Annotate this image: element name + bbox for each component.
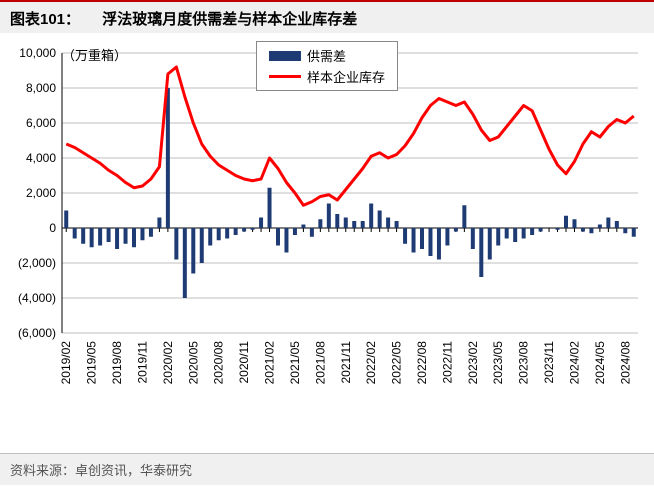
svg-text:2021/02: 2021/02 <box>263 341 277 385</box>
svg-text:2,000: 2,000 <box>26 186 56 200</box>
chart-number: 图表101： <box>10 11 80 28</box>
chart-area: （万重箱） 供需差 样本企业库存 (6,000) (4,000) (2,000) 0 2… <box>0 33 654 453</box>
chart-title: 浮法玻璃月度供需差与样本企业库存差 <box>102 11 357 28</box>
y-axis-unit: （万重箱） <box>62 45 127 64</box>
svg-text:0: 0 <box>49 221 56 235</box>
svg-text:2022/08: 2022/08 <box>415 341 429 385</box>
svg-text:2021/05: 2021/05 <box>288 341 302 385</box>
svg-text:2022/02: 2022/02 <box>364 341 378 385</box>
svg-text:2023/05: 2023/05 <box>491 341 505 385</box>
svg-text:2019/05: 2019/05 <box>85 341 99 385</box>
svg-text:6,000: 6,000 <box>26 116 56 130</box>
svg-text:2019/11: 2019/11 <box>135 341 149 384</box>
svg-text:2024/05: 2024/05 <box>593 341 607 385</box>
svg-text:2024/02: 2024/02 <box>567 341 581 385</box>
svg-text:(4,000): (4,000) <box>18 291 56 305</box>
svg-text:2020/08: 2020/08 <box>212 341 226 385</box>
legend: 供需差 样本企业库存 <box>256 41 398 91</box>
legend-bar-label: 供需差 <box>307 46 346 65</box>
svg-text:(2,000): (2,000) <box>18 256 56 270</box>
svg-text:10,000: 10,000 <box>19 46 56 60</box>
svg-text:8,000: 8,000 <box>26 81 56 95</box>
chart-header: 图表101： 浮法玻璃月度供需差与样本企业库存差 <box>0 0 654 33</box>
svg-text:2020/02: 2020/02 <box>161 341 175 385</box>
svg-text:2021/08: 2021/08 <box>313 341 327 385</box>
svg-text:2022/05: 2022/05 <box>390 341 404 385</box>
svg-text:2020/11: 2020/11 <box>237 341 251 384</box>
svg-text:2022/11: 2022/11 <box>440 341 454 384</box>
footer: 资料来源：卓创资讯，华泰研究 <box>0 453 654 485</box>
source-text: 资料来源：卓创资讯，华泰研究 <box>10 463 192 478</box>
chart-svg: (6,000) (4,000) (2,000) 0 2,000 4,000 6,000 8,0… <box>0 33 654 453</box>
legend-item-bar: 供需差 <box>269 46 385 65</box>
svg-text:4,000: 4,000 <box>26 151 56 165</box>
legend-line-label: 样本企业库存 <box>307 67 385 86</box>
svg-text:(6,000): (6,000) <box>18 326 56 340</box>
svg-text:2023/02: 2023/02 <box>466 341 480 385</box>
svg-text:2023/11: 2023/11 <box>542 341 556 384</box>
svg-text:2019/02: 2019/02 <box>59 341 73 385</box>
svg-text:2019/08: 2019/08 <box>110 341 124 385</box>
svg-text:2024/08: 2024/08 <box>618 341 632 385</box>
legend-bar-swatch <box>269 51 301 61</box>
legend-item-line: 样本企业库存 <box>269 67 385 86</box>
legend-line-swatch <box>269 75 301 78</box>
svg-text:2023/08: 2023/08 <box>517 341 531 385</box>
svg-text:2020/05: 2020/05 <box>186 341 200 385</box>
svg-text:2021/11: 2021/11 <box>339 341 353 384</box>
